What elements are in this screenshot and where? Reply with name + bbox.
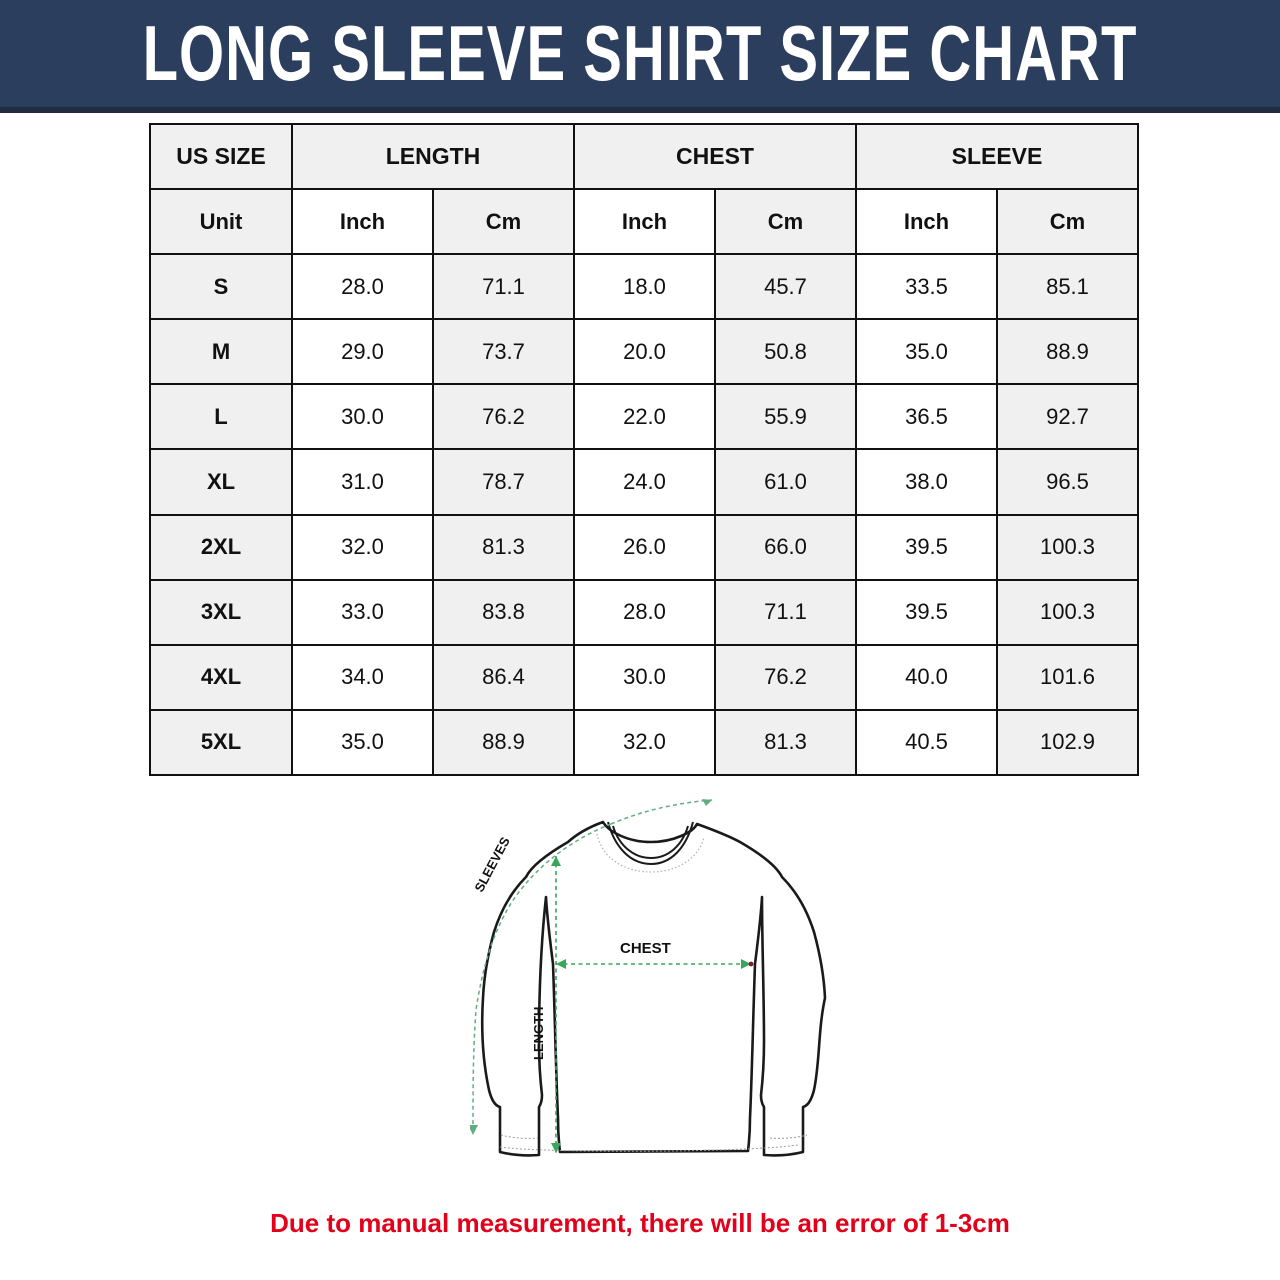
svg-text:LENGTH: LENGTH [531, 1007, 546, 1060]
svg-text:CHEST: CHEST [620, 940, 671, 957]
svg-text:SLEEVES: SLEEVES [471, 834, 513, 894]
